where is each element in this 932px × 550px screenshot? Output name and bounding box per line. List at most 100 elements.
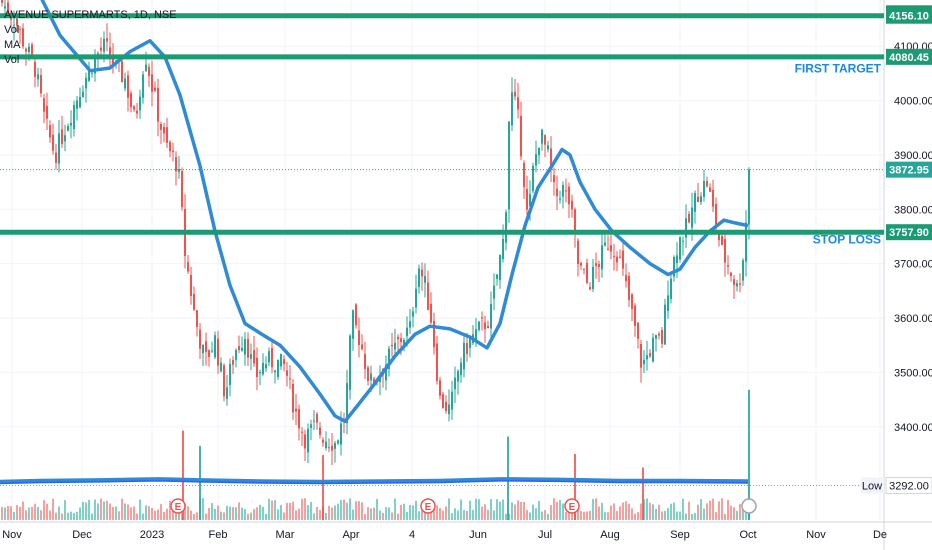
volume-bar [211,503,213,520]
candle-body [124,78,126,89]
volume-bar [259,504,261,520]
volume-bar [292,501,294,520]
annotation-text: FIRST TARGET [795,61,882,75]
candle-body [544,135,546,145]
candle-body [556,188,558,197]
volume-bar [595,498,597,520]
candle-body [409,321,411,328]
price-tick-label: 4000.00 [894,96,932,108]
candle-body [331,445,333,451]
candle-body [658,333,660,336]
candle-body [448,404,450,415]
volume-bar [274,500,276,520]
dividend-marker-icon[interactable] [741,498,757,514]
candle-body [55,152,57,163]
moving-average [40,0,749,424]
volume-bar [664,510,666,520]
volume-bar [58,506,60,520]
price-tag[interactable] [886,7,932,24]
candle-body [685,218,687,238]
volume-bar [460,499,462,520]
candle-body [310,424,312,428]
candle-body [586,262,588,283]
earnings-marker[interactable] [564,498,580,514]
candle-body [568,186,570,205]
volume-bar [418,511,420,520]
volume-bar [178,512,180,520]
volume-bar [250,512,252,520]
candle-body [238,346,240,351]
volume-bar [496,499,498,520]
price-axis[interactable]: 3400.00 3500.00 3600.00 3700.00 3800.00 3900.… [861,5,932,494]
candle-body [421,269,423,277]
volume-bar [115,506,117,520]
candle-body [313,420,315,422]
earnings-marker-label: E [425,502,432,513]
candle-body [109,47,111,59]
volume-bar [52,498,54,520]
volume-spike [182,430,184,520]
time-tick-label: Feb [209,529,228,541]
candle-body [634,305,636,326]
time-tick-label: Nov [2,529,22,541]
candle-body [31,44,33,56]
annotations: FIRST TARGET STOP LOSS [795,61,882,246]
price-tag[interactable] [886,161,932,178]
price-tick-label: 3900.00 [894,150,932,162]
volume-bar [706,503,708,520]
candle-body [490,303,492,329]
candle-body [508,121,510,210]
candle-body [541,129,543,144]
volume-bar [307,505,309,520]
volume-bar [544,510,546,520]
volume-bar [514,504,516,520]
volume-bar [253,509,255,520]
volume-bar [97,503,99,520]
candle-body [706,181,708,187]
volume-bar [10,506,12,520]
price-tag[interactable] [885,476,932,494]
volume-bar [163,511,165,520]
volume-bar [547,513,549,520]
earnings-marker[interactable] [170,498,186,514]
candle-body [469,336,471,348]
candle-body [589,286,591,290]
candle-body [334,443,336,449]
candle-body [244,339,246,355]
earnings-marker[interactable] [420,498,436,514]
volume-bar [100,498,102,520]
volume-bar [268,498,270,520]
volume-bar [634,513,636,520]
volume-bar [703,508,705,520]
candle-body [127,75,129,98]
candle-body [649,353,651,357]
candle-body [79,96,81,108]
price-tag[interactable] [886,48,932,65]
time-axis[interactable]: Nov Dec 2023 Feb Mar Apr 4 Jun Jul Aug Sep Oct Nov De [2,529,887,541]
candle-body [121,61,123,83]
price-tag-label: 3292.00 [889,480,929,492]
candle-body [157,87,159,122]
volume-bar [106,500,108,520]
candle-body [166,127,168,143]
volume-bar [604,512,606,520]
candle-body [154,87,156,91]
volume-bar [391,512,393,520]
horizontal-levels[interactable] [0,13,884,486]
candle-body [151,74,153,92]
candle-body [640,343,642,368]
volume-bar [73,512,75,520]
candle-body [493,285,495,299]
candle-body [673,257,675,277]
candle-body [199,329,201,349]
candle-body [268,351,270,363]
volume-bar [430,508,432,520]
price-tag[interactable] [886,224,932,241]
volume-bar [337,503,339,520]
volume-bar [64,500,66,520]
candle-body [142,74,144,98]
volume-bar [4,507,6,520]
volume-spike [748,389,750,520]
candle-body [295,408,297,412]
